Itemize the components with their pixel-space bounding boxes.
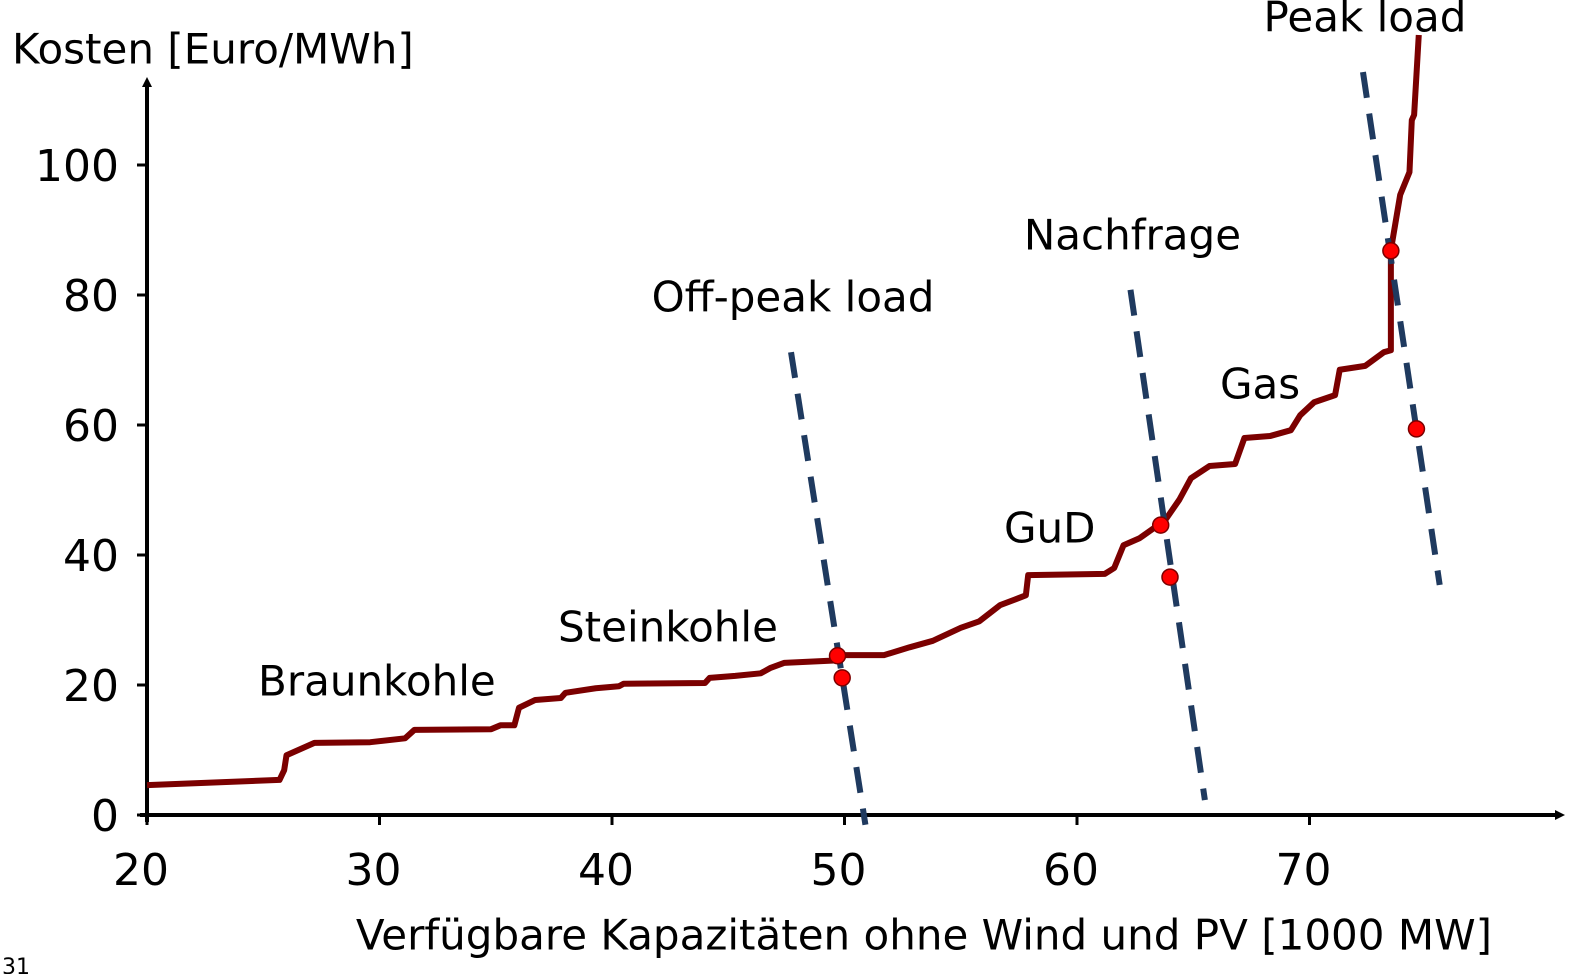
- slide-number: 31: [2, 955, 30, 974]
- y-tick-label: 100: [35, 141, 119, 192]
- x-tick-label: 40: [578, 845, 634, 896]
- x-tick-label: 70: [1276, 845, 1332, 896]
- demand-label: Off-peak load: [652, 273, 935, 322]
- x-axis-label: Verfügbare Kapazitäten ohne Wind und PV …: [356, 911, 1492, 960]
- intersection-point: [1382, 242, 1400, 260]
- region-label: Steinkohle: [558, 603, 778, 652]
- region-label: Braunkohle: [258, 657, 496, 706]
- intersection-point: [1161, 568, 1179, 586]
- y-axis-label: Kosten [Euro/MWh]: [12, 25, 414, 74]
- x-tick-label: 50: [811, 845, 867, 896]
- intersection-point: [828, 647, 847, 665]
- demand-line: [788, 351, 869, 826]
- y-tick-label: 80: [63, 271, 119, 322]
- intersection-point: [833, 669, 851, 687]
- demand-line: [1127, 289, 1208, 801]
- x-tick-label: 60: [1043, 845, 1099, 896]
- x-tick-label: 30: [346, 845, 402, 896]
- y-tick-label: 60: [63, 401, 119, 452]
- intersection-point: [1151, 516, 1170, 534]
- y-tick-label: 20: [63, 661, 119, 712]
- supply-curve: [146, 34, 1422, 789]
- y-tick-label: 40: [63, 531, 119, 582]
- x-tick-label: 20: [113, 845, 169, 896]
- demand-line: [1360, 71, 1443, 586]
- region-label: Gas: [1220, 360, 1300, 409]
- demand-label: Peak load: [1264, 0, 1467, 42]
- intersection-point: [1407, 420, 1426, 438]
- demand-label: Nachfrage: [1024, 210, 1241, 259]
- region-label: GuD: [1004, 504, 1096, 553]
- y-tick-label: 0: [91, 791, 119, 842]
